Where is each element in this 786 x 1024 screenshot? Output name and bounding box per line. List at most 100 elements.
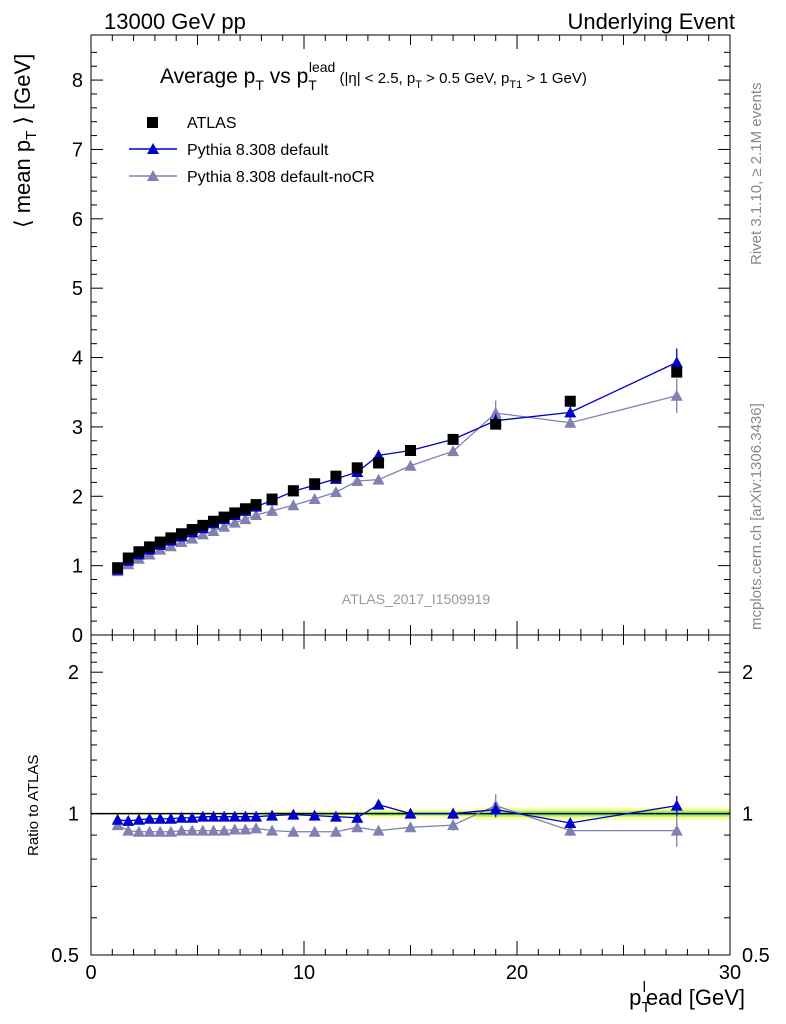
- series-nocr-point: [250, 509, 263, 520]
- ratio-nocr-point: [218, 824, 231, 836]
- ratio-nocr-point: [154, 825, 167, 837]
- ratio-default-point: [111, 813, 124, 825]
- ratio-nocr-point: [175, 824, 188, 836]
- series-atlas-point: [309, 478, 321, 490]
- ratio-y-tick-label: 1: [68, 804, 79, 826]
- main-panel: 0 1 2 3 4 5 6 7 8 ⟨ mean pT ⟩ [GeV] Average pT v…: [10, 34, 731, 647]
- series-atlas-point: [351, 462, 363, 474]
- legend-marker-nocr: [147, 170, 159, 181]
- series-atlas-point: [447, 433, 459, 445]
- series-nocr-point: [372, 473, 385, 485]
- ratio-nocr-point: [122, 824, 135, 836]
- series-nocr-point: [351, 475, 364, 487]
- ratio-y-tick-label-right: 1: [742, 804, 753, 826]
- main-y-tick-label: 8: [72, 70, 83, 92]
- main-y-tick-label: 3: [72, 417, 83, 439]
- header-right: Underlying Event: [567, 9, 735, 34]
- ratio-default-point: [175, 811, 188, 823]
- series-atlas-point: [287, 485, 299, 497]
- ratio-nocr-point: [164, 825, 177, 837]
- ratio-default-point: [489, 803, 502, 815]
- series-atlas-point: [133, 546, 145, 558]
- main-y-tick-label: 0: [72, 625, 83, 647]
- ratio-default-point: [239, 810, 252, 822]
- ratio-default-point: [308, 809, 321, 821]
- series-nocr-point: [266, 504, 279, 516]
- ratio-default-point: [670, 799, 683, 811]
- series-atlas-point: [165, 532, 177, 544]
- series-atlas-point: [218, 511, 230, 523]
- series-nocr-point: [175, 536, 188, 548]
- series-nocr-point: [196, 528, 209, 540]
- ratio-plot-area: [111, 794, 683, 847]
- series-nocr-point: [404, 459, 417, 471]
- ratio-x-ticks: 0 10 20 30: [85, 635, 741, 984]
- ratio-y-ticks: 0.5 0.5 1 1 2 2: [51, 643, 770, 967]
- main-y-tick-label: 5: [72, 278, 83, 300]
- ratio-default-point: [132, 813, 145, 825]
- x-tick-label: 20: [506, 962, 528, 984]
- ratio-default-point: [196, 810, 209, 822]
- ratio-y-tick-label-right: 2: [742, 662, 753, 684]
- x-tick-label: 0: [85, 962, 96, 984]
- series-atlas-point: [207, 515, 219, 527]
- main-plot-area: [111, 348, 683, 577]
- series-atlas-point: [671, 366, 683, 378]
- ratio-nocr-point: [329, 825, 342, 837]
- legend: ATLAS Pythia 8.308 default Pythia 8.308 …: [129, 115, 375, 186]
- ratio-panel: 0.5 0.5 1 1 2 2 0 10 20 30 Ratio to ATLAS: [25, 634, 770, 984]
- ratio-nocr-point: [143, 825, 156, 837]
- series-nocr-point: [670, 389, 683, 401]
- legend-label-default: Pythia 8.308 default: [187, 142, 329, 159]
- ratio-default-point: [404, 807, 417, 819]
- ratio-default-point: [207, 810, 220, 822]
- mcplots-label: mcplots.cern.ch [arXiv:1306.3436]: [748, 403, 765, 630]
- main-y-ticks: 0 1 2 3 4 5 6 7 8: [72, 51, 730, 647]
- series-nocr-point: [186, 532, 199, 544]
- series-nocr-point: [308, 493, 321, 505]
- ratio-nocr-point: [287, 825, 300, 837]
- ratio-default-point: [266, 809, 279, 821]
- ratio-nocr-point: [351, 821, 364, 833]
- series-default-point: [564, 406, 577, 418]
- ratio-nocr-point: [447, 819, 460, 831]
- series-atlas-point: [176, 528, 188, 540]
- ratio-nocr-point: [186, 824, 199, 836]
- x-tick-label: 10: [293, 962, 315, 984]
- ratio-frame: [90, 634, 731, 956]
- series-nocr-point: [447, 445, 460, 457]
- ratio-nocr-point: [228, 823, 241, 835]
- main-y-tick-label: 6: [72, 209, 83, 231]
- ratio-nocr-point: [250, 822, 263, 834]
- series-nocr-point: [239, 513, 252, 525]
- ratio-nocr-point: [266, 824, 279, 836]
- main-y-tick-label: 7: [72, 139, 83, 161]
- series-atlas-point: [154, 536, 166, 548]
- ratio-default-point: [218, 810, 231, 822]
- legend-label-atlas: ATLAS: [187, 115, 237, 132]
- series-atlas-point: [229, 507, 241, 519]
- series-atlas-point: [239, 503, 251, 515]
- ratio-y-label: Ratio to ATLAS: [25, 755, 42, 856]
- x-axis-label: pTlead [GeV]: [629, 979, 745, 1016]
- ratio-nocr-point: [372, 824, 385, 836]
- series-atlas-point: [373, 457, 385, 469]
- ratio-default-point: [164, 812, 177, 824]
- analysis-watermark: ATLAS_2017_I1509919: [342, 591, 491, 607]
- main-x-ticks: [90, 35, 731, 635]
- legend-marker-default: [147, 143, 159, 154]
- series-atlas-point: [405, 444, 416, 456]
- ratio-nocr-point: [404, 821, 417, 833]
- ratio-nocr-point: [670, 824, 683, 836]
- ratio-default-point: [122, 814, 135, 826]
- series-nocr-point: [564, 416, 577, 428]
- ratio-nocr-point: [239, 823, 252, 835]
- header-left: 13000 GeV pp: [104, 9, 246, 34]
- series-atlas-point: [564, 395, 576, 407]
- ratio-y-tick-label: 0.5: [51, 945, 79, 967]
- ratio-nocr-point: [564, 824, 577, 836]
- series-default-point: [670, 356, 683, 368]
- ratio-default-point: [250, 810, 263, 822]
- ratio-default-point: [287, 808, 300, 820]
- ratio-default-point: [186, 811, 199, 823]
